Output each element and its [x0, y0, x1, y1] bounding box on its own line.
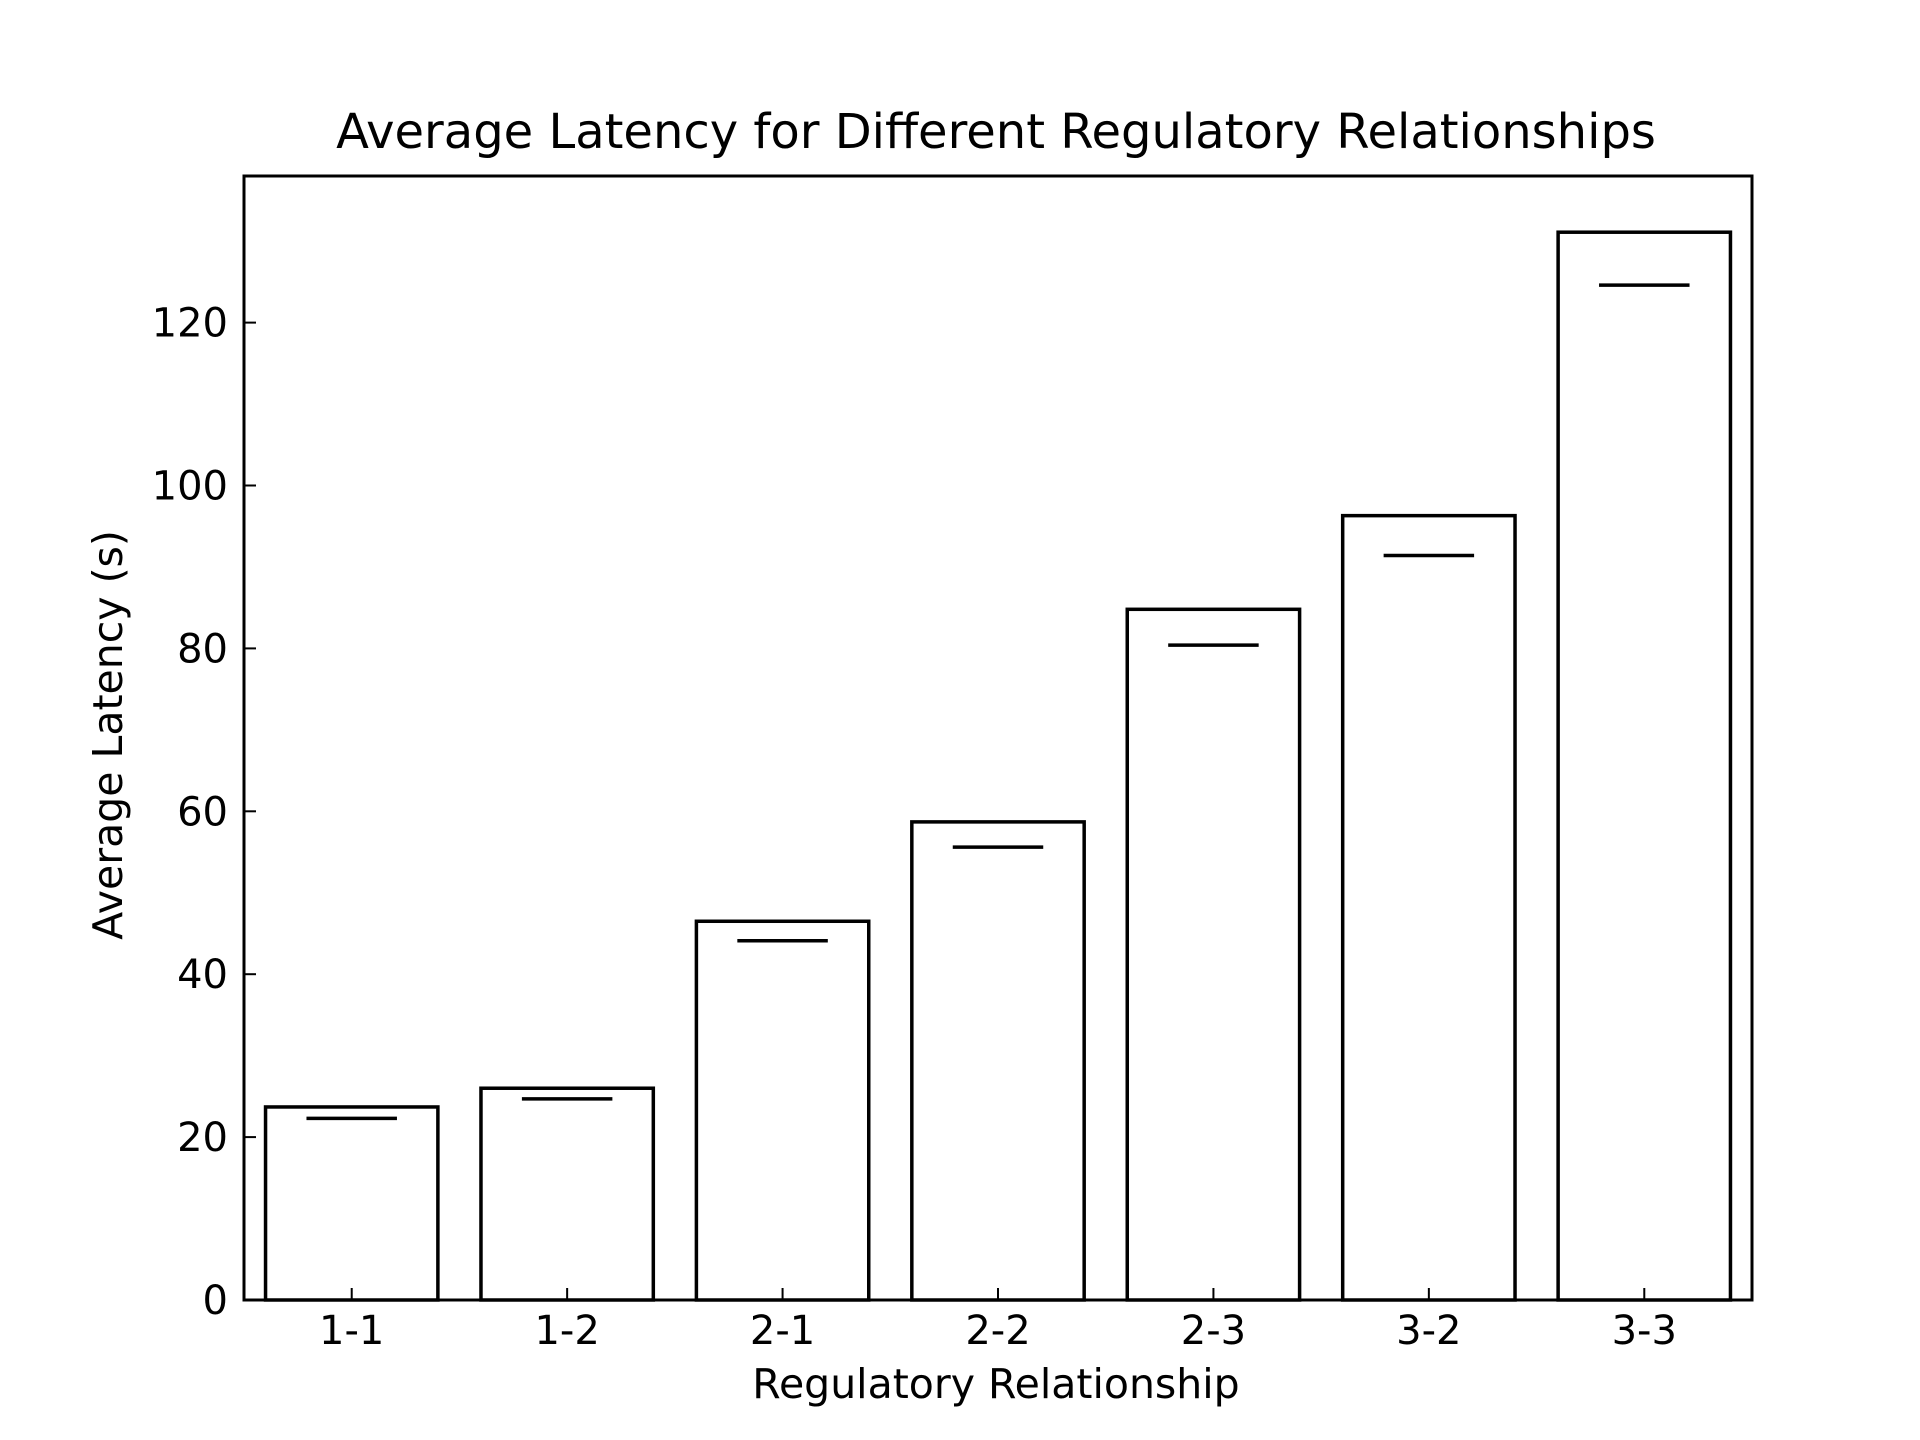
x-tick-label: 2-2: [965, 1308, 1030, 1354]
y-tick-label: 100: [152, 464, 228, 510]
y-tick-label: 80: [177, 626, 228, 672]
x-tick-label: 3-2: [1396, 1308, 1461, 1354]
chart-title: Average Latency for Different Regulatory…: [336, 104, 1656, 160]
y-tick-label: 120: [152, 301, 228, 347]
x-tick-label: 3-3: [1612, 1308, 1677, 1354]
plot-frame: [242, 174, 1754, 1302]
y-tick-label: 40: [177, 952, 228, 998]
x-tick-label: 1-2: [534, 1308, 599, 1354]
bar: [479, 1086, 656, 1302]
x-axis-label: Regulatory Relationship: [752, 1360, 1239, 1408]
x-tick-label: 2-1: [750, 1308, 815, 1354]
y-tick-label: 0: [203, 1278, 228, 1324]
bar: [263, 1105, 440, 1302]
bar: [1556, 230, 1733, 1302]
y-tick-label: 20: [177, 1115, 228, 1161]
y-axis-label: Average Latency (s): [84, 530, 132, 940]
bar: [1340, 513, 1517, 1302]
y-tick-label: 60: [177, 789, 228, 835]
bar: [910, 820, 1086, 1302]
x-tick-label: 1-1: [319, 1308, 384, 1354]
bar: [694, 919, 871, 1302]
bar: [1125, 607, 1302, 1302]
plot-area: 1-1 1-2 2-1 2-2 2-3 3-2 3-3 0 20 40 60 80 100 120: [152, 174, 1754, 1354]
x-tick-label: 2-3: [1181, 1308, 1246, 1354]
